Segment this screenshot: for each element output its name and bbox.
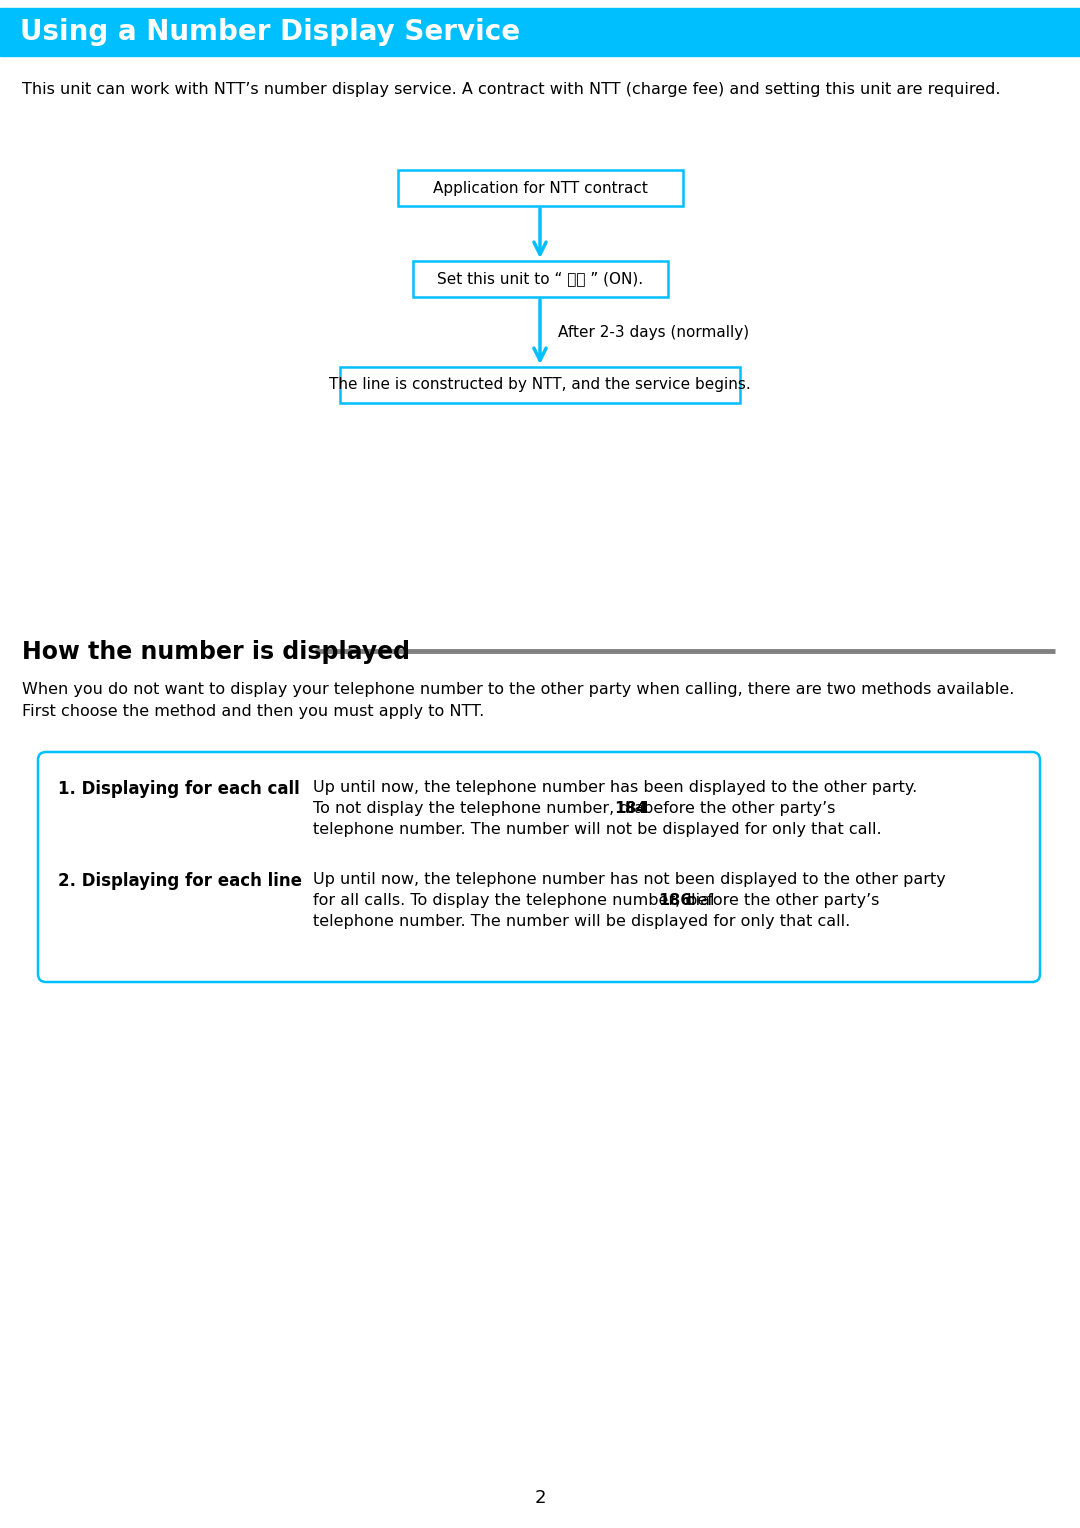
Text: Up until now, the telephone number has not been displayed to the other party: Up until now, the telephone number has n… [313,872,946,886]
Text: 186: 186 [658,892,691,908]
Text: before the other party’s: before the other party’s [638,801,835,816]
Text: telephone number. The number will not be displayed for only that call.: telephone number. The number will not be… [313,822,881,837]
Text: for all calls. To display the telephone number, dial: for all calls. To display the telephone … [313,892,719,908]
Text: Using a Number Display Service: Using a Number Display Service [21,18,521,46]
Text: To not display the telephone number, dial: To not display the telephone number, dia… [313,801,653,816]
Text: 2: 2 [535,1488,545,1507]
Bar [0,8,1080,57]
Bar [397,170,683,206]
Text: Up until now, the telephone number has been displayed to the other party.: Up until now, the telephone number has b… [313,779,917,795]
Bar [340,367,740,403]
Text: 2. Displaying for each line: 2. Displaying for each line [58,872,302,889]
Text: After 2-3 days (normally): After 2-3 days (normally) [558,324,750,339]
Text: The line is constructed by NTT, and the service begins.: The line is constructed by NTT, and the … [329,377,751,393]
Text: How the number is displayed: How the number is displayed [22,640,410,665]
Bar [413,261,667,296]
Text: First choose the method and then you must apply to NTT.: First choose the method and then you mus… [22,704,484,720]
Text: telephone number. The number will be displayed for only that call.: telephone number. The number will be dis… [313,914,850,929]
Text: before the other party’s: before the other party’s [681,892,879,908]
Text: When you do not want to display your telephone number to the other party when ca: When you do not want to display your tel… [22,681,1014,697]
Text: 1. Displaying for each call: 1. Displaying for each call [58,779,300,798]
Text: This unit can work with NTT’s number display service. A contract with NTT (charg: This unit can work with NTT’s number dis… [22,83,1000,96]
Text: Application for NTT contract: Application for NTT contract [433,180,647,196]
FancyBboxPatch shape [38,752,1040,983]
Text: Set this unit to “ アリ ” (ON).: Set this unit to “ アリ ” (ON). [437,272,643,287]
Text: 184: 184 [615,801,647,816]
